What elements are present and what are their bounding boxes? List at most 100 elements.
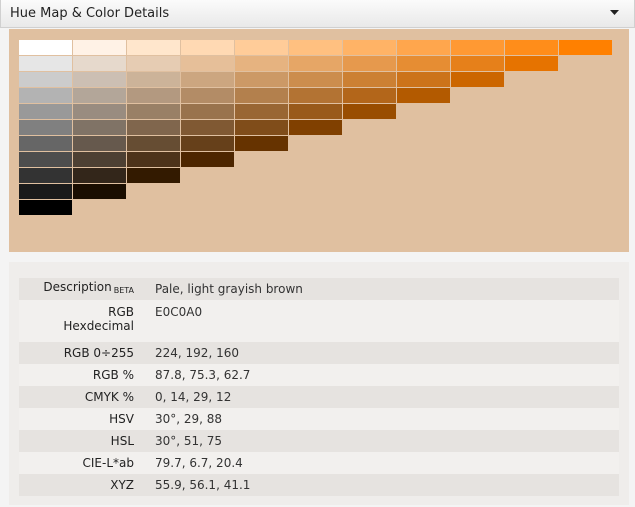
swatch[interactable] [397, 40, 450, 55]
panel-title: Hue Map & Color Details [10, 6, 170, 21]
swatch[interactable] [181, 88, 234, 103]
swatch[interactable] [235, 120, 288, 135]
swatch[interactable] [181, 72, 234, 87]
swatch[interactable] [19, 136, 72, 151]
detail-value: 55.9, 56.1, 41.1 [155, 478, 251, 492]
swatch[interactable] [73, 40, 126, 55]
swatch[interactable] [181, 136, 234, 151]
swatch[interactable] [127, 168, 180, 183]
swatch[interactable] [73, 72, 126, 87]
swatch[interactable] [343, 88, 396, 103]
detail-label: CIE-L*ab [19, 452, 155, 474]
swatch[interactable] [19, 72, 72, 87]
swatch[interactable] [397, 72, 450, 87]
swatch[interactable] [289, 88, 342, 103]
swatch[interactable] [235, 56, 288, 71]
swatch[interactable] [19, 184, 72, 199]
detail-label: HSV [19, 408, 155, 430]
detail-label: XYZ [19, 474, 155, 496]
swatch[interactable] [19, 120, 72, 135]
swatch[interactable] [19, 40, 72, 55]
swatch[interactable] [343, 72, 396, 87]
swatch[interactable] [127, 152, 180, 167]
swatch[interactable] [451, 56, 504, 71]
swatch[interactable] [127, 104, 180, 119]
swatch[interactable] [343, 40, 396, 55]
detail-row: XYZ 55.9, 56.1, 41.1 [19, 474, 619, 496]
swatch[interactable] [505, 40, 558, 55]
swatch[interactable] [127, 72, 180, 87]
swatch[interactable] [19, 56, 72, 71]
beta-badge: BETA [113, 286, 134, 295]
detail-label: HSL [19, 430, 155, 452]
swatch[interactable] [181, 56, 234, 71]
swatch[interactable] [73, 104, 126, 119]
label-text: Hexdecimal [63, 319, 134, 333]
swatch[interactable] [127, 136, 180, 151]
swatch[interactable] [19, 152, 72, 167]
label-text: CMYK % [84, 390, 134, 404]
swatch[interactable] [289, 40, 342, 55]
color-details: Description BETA Pale, light grayish brown… [9, 262, 629, 505]
label-text: HSL [110, 434, 134, 448]
swatch[interactable] [127, 88, 180, 103]
swatch[interactable] [181, 152, 234, 167]
detail-value: 0, 14, 29, 12 [155, 390, 232, 404]
swatch[interactable] [451, 40, 504, 55]
swatch[interactable] [73, 136, 126, 151]
detail-row: CIE-L*ab 79.7, 6.7, 20.4 [19, 452, 619, 474]
swatch[interactable] [289, 120, 342, 135]
swatch[interactable] [127, 120, 180, 135]
swatch[interactable] [397, 56, 450, 71]
panel-header[interactable]: Hue Map & Color Details [0, 0, 635, 28]
swatch[interactable] [73, 88, 126, 103]
detail-row: HSV 30°, 29, 88 [19, 408, 619, 430]
swatch[interactable] [397, 88, 450, 103]
detail-label: RGB % [19, 364, 155, 386]
swatch[interactable] [73, 120, 126, 135]
swatch[interactable] [451, 72, 504, 87]
detail-value: 87.8, 75.3, 62.7 [155, 368, 251, 382]
swatch[interactable] [235, 72, 288, 87]
swatch[interactable] [235, 88, 288, 103]
collapse-arrow[interactable] [610, 10, 620, 16]
swatch[interactable] [73, 184, 126, 199]
detail-label: RGB 0÷255 [19, 342, 155, 364]
details-table: Description BETA Pale, light grayish brown… [19, 278, 619, 496]
swatch[interactable] [181, 40, 234, 55]
detail-value: 79.7, 6.7, 20.4 [155, 456, 243, 470]
swatch[interactable] [235, 40, 288, 55]
swatch[interactable] [343, 56, 396, 71]
swatch[interactable] [73, 168, 126, 183]
swatch[interactable] [181, 120, 234, 135]
swatch[interactable] [127, 56, 180, 71]
swatch[interactable] [19, 200, 72, 215]
label-text: RGB [108, 305, 134, 319]
label-text: RGB % [92, 368, 134, 382]
hue-map [9, 29, 629, 252]
swatch[interactable] [19, 88, 72, 103]
swatch[interactable] [235, 104, 288, 119]
swatch[interactable] [559, 40, 612, 55]
swatch[interactable] [289, 56, 342, 71]
label-text: CIE-L*ab [82, 456, 135, 470]
label-text: Description [43, 280, 112, 294]
detail-row: RGB Hexdecimal E0C0A0 [19, 300, 619, 342]
swatch[interactable] [73, 152, 126, 167]
swatch[interactable] [343, 104, 396, 119]
swatch[interactable] [19, 168, 72, 183]
swatch[interactable] [289, 104, 342, 119]
hue-grid [19, 40, 612, 215]
swatch[interactable] [127, 40, 180, 55]
swatch[interactable] [505, 56, 558, 71]
swatch[interactable] [19, 104, 72, 119]
detail-label: CMYK % [19, 386, 155, 408]
swatch[interactable] [73, 56, 126, 71]
detail-value: 30°, 51, 75 [155, 434, 223, 448]
swatch[interactable] [289, 72, 342, 87]
swatch[interactable] [235, 136, 288, 151]
detail-row: CMYK % 0, 14, 29, 12 [19, 386, 619, 408]
swatch[interactable] [181, 104, 234, 119]
detail-value: Pale, light grayish brown [155, 282, 303, 296]
